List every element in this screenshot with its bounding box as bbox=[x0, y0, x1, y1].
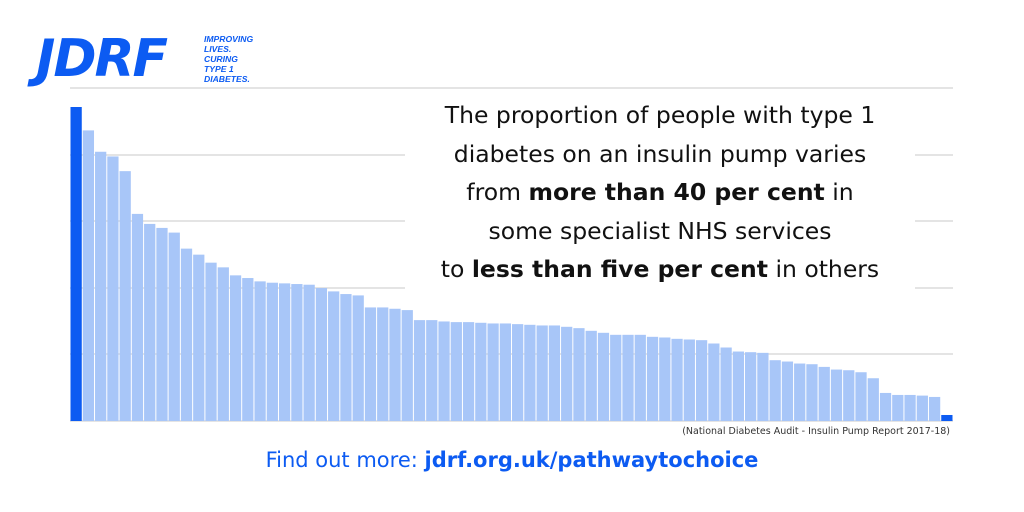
chart-bar bbox=[131, 213, 144, 421]
chart-bar bbox=[487, 323, 499, 421]
headline-emphasis-high: more than 40 per cent bbox=[528, 178, 825, 206]
chart-bar bbox=[536, 325, 548, 421]
logo-tagline: IMPROVING LIVES. CURING TYPE 1 DIABETES. bbox=[204, 34, 284, 84]
chart-bar bbox=[340, 294, 352, 421]
chart-bar bbox=[475, 322, 487, 421]
chart-bar bbox=[855, 372, 867, 421]
chart-bar bbox=[659, 337, 671, 421]
chart-bar bbox=[82, 130, 95, 421]
chart-bar bbox=[794, 363, 806, 421]
headline-line: from more than 40 per cent in bbox=[466, 178, 854, 206]
chart-bar bbox=[413, 320, 426, 421]
chart-bar bbox=[389, 308, 401, 421]
chart-bar bbox=[941, 414, 953, 421]
chart-bar bbox=[818, 366, 830, 421]
chart-bar bbox=[377, 307, 389, 421]
cta-prefix: Find out more: bbox=[265, 448, 425, 472]
chart-bar bbox=[928, 396, 941, 421]
chart-bar bbox=[757, 352, 769, 421]
chart-bar bbox=[695, 340, 708, 421]
chart-bar bbox=[892, 394, 904, 421]
chart-bar bbox=[278, 283, 291, 421]
chart-bar bbox=[610, 334, 622, 421]
chart-bar bbox=[916, 395, 928, 421]
logo-tagline-line: IMPROVING bbox=[204, 34, 254, 44]
chart-bar bbox=[561, 326, 573, 421]
chart-bar bbox=[242, 278, 254, 421]
chart-bar bbox=[646, 336, 659, 421]
chart-bar bbox=[585, 330, 597, 421]
chart-bar bbox=[438, 321, 450, 421]
chart-bar bbox=[867, 378, 879, 421]
chart-bar bbox=[745, 352, 757, 421]
chart-bar bbox=[843, 370, 855, 421]
chart-bar bbox=[548, 325, 561, 421]
headline-text: The proportion of people with type 1 dia… bbox=[405, 96, 915, 289]
chart-bar bbox=[144, 223, 156, 421]
chart-bar bbox=[732, 351, 745, 421]
chart-bar bbox=[512, 324, 524, 421]
chart-bar bbox=[573, 328, 585, 421]
headline-line: to less than five per cent in others bbox=[440, 255, 880, 283]
chart-bar bbox=[95, 151, 107, 421]
find-out-more: Find out more: jdrf.org.uk/pathwaytochoi… bbox=[0, 448, 1024, 472]
chart-bar bbox=[266, 282, 278, 421]
chart-bar bbox=[904, 394, 916, 421]
chart-bar bbox=[217, 267, 229, 421]
headline-line: The proportion of people with type 1 bbox=[444, 101, 876, 129]
chart-bar bbox=[193, 254, 205, 421]
chart-bar bbox=[781, 361, 794, 421]
chart-bar bbox=[328, 291, 340, 421]
chart-bar bbox=[671, 338, 683, 421]
chart-bar bbox=[291, 284, 303, 421]
chart-bar bbox=[806, 364, 818, 421]
headline-line: diabetes on an insulin pump varies bbox=[453, 139, 867, 168]
logo-wordmark: JDRF bbox=[36, 29, 168, 89]
logo-tagline-line: LIVES. bbox=[204, 44, 232, 54]
chart-bar bbox=[708, 343, 720, 421]
chart-bar bbox=[401, 310, 413, 421]
cta-link[interactable]: jdrf.org.uk/pathwaytochoice bbox=[424, 448, 759, 472]
logo-tagline-line: CURING bbox=[204, 54, 238, 64]
chart-bar bbox=[254, 281, 266, 421]
chart-bar bbox=[180, 248, 193, 421]
jdrf-logo: JDRF IMPROVING LIVES. CURING TYPE 1 DIAB… bbox=[36, 32, 276, 86]
chart-bar bbox=[352, 295, 364, 421]
insulin-pump-bar-chart bbox=[70, 87, 953, 422]
chart-bar bbox=[450, 322, 462, 421]
chart-bar bbox=[205, 262, 217, 421]
headline-line: some specialist NHS services bbox=[488, 216, 832, 245]
chart-bar bbox=[634, 334, 646, 421]
chart-bar bbox=[70, 107, 82, 421]
chart-bar bbox=[769, 360, 781, 421]
source-citation: (National Diabetes Audit - Insulin Pump … bbox=[682, 426, 950, 437]
chart-bar bbox=[229, 275, 242, 421]
chart-bar bbox=[524, 324, 536, 421]
chart-bar bbox=[597, 332, 610, 421]
chart-bar bbox=[168, 232, 180, 421]
chart-bar bbox=[830, 369, 843, 421]
chart-bar bbox=[462, 322, 475, 421]
chart-bar bbox=[683, 339, 695, 421]
chart-bar bbox=[426, 320, 438, 421]
chart-bar bbox=[622, 334, 634, 421]
chart-bars bbox=[70, 107, 953, 421]
chart-bar bbox=[499, 323, 511, 421]
chart-bar bbox=[315, 288, 328, 421]
chart-bar bbox=[364, 307, 377, 421]
chart-bar bbox=[107, 156, 119, 421]
logo-tagline-line: DIABETES. bbox=[204, 74, 250, 84]
chart-bar bbox=[879, 392, 892, 421]
chart-bar bbox=[119, 171, 131, 421]
chart-bar bbox=[303, 284, 315, 421]
logo-tagline-line: TYPE 1 bbox=[204, 64, 234, 74]
headline-emphasis-low: less than five per cent bbox=[471, 255, 768, 283]
chart-bar bbox=[720, 347, 732, 421]
chart-bar bbox=[156, 227, 168, 421]
